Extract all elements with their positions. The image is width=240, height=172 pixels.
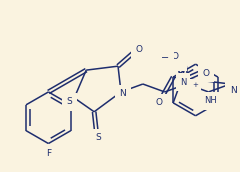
- Text: S: S: [66, 97, 72, 106]
- Text: +: +: [192, 82, 198, 88]
- Text: O: O: [156, 98, 163, 107]
- Text: O: O: [203, 69, 210, 78]
- Text: O: O: [175, 58, 182, 67]
- Text: NH: NH: [204, 96, 217, 105]
- Text: F: F: [46, 149, 51, 158]
- Text: S: S: [95, 133, 101, 142]
- Text: O: O: [172, 52, 179, 61]
- Text: N: N: [120, 89, 126, 98]
- Text: N: N: [230, 87, 237, 95]
- Text: N: N: [180, 78, 186, 87]
- Text: −: −: [161, 53, 169, 63]
- Text: O: O: [135, 45, 142, 54]
